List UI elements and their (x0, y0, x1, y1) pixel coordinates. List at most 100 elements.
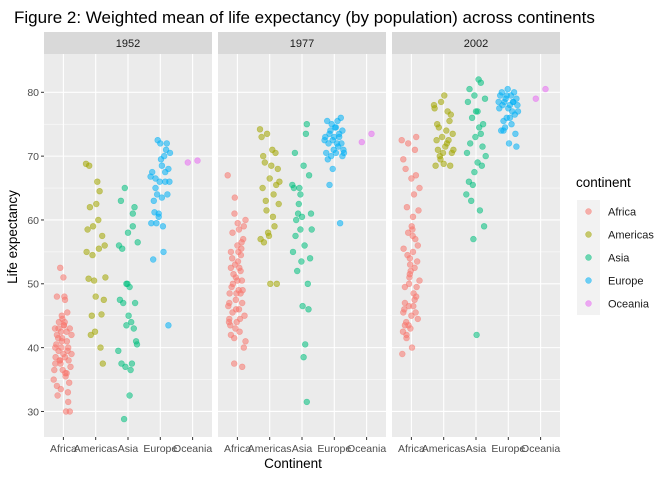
data-point (117, 197, 125, 205)
data-point (86, 204, 94, 211)
data-point (445, 137, 452, 144)
data-point (150, 197, 158, 205)
data-point (163, 140, 171, 147)
data-point (156, 178, 163, 185)
data-point (290, 184, 298, 192)
data-point (166, 149, 174, 157)
data-point (432, 162, 439, 169)
data-point (401, 306, 408, 313)
data-point (443, 127, 450, 134)
data-point (332, 149, 340, 157)
data-point (95, 216, 102, 224)
data-point (275, 200, 282, 208)
data-point (398, 137, 405, 144)
y-tick-label: 40 (27, 342, 39, 354)
data-point (468, 114, 476, 122)
data-point (338, 140, 345, 147)
data-point (414, 242, 421, 249)
data-point (92, 293, 99, 300)
data-point (100, 296, 108, 303)
y-tick-label: 30 (27, 406, 39, 418)
x-tick-label: Asia (118, 443, 139, 455)
data-point (476, 207, 484, 214)
chart-title: Figure 2: Weighted mean of life expectan… (14, 8, 595, 27)
data-point (64, 398, 72, 406)
data-point (472, 133, 479, 141)
data-point (480, 223, 488, 230)
data-point (447, 111, 454, 118)
data-point (232, 296, 240, 303)
data-point (300, 162, 307, 169)
data-point (405, 322, 412, 329)
data-point (336, 130, 343, 138)
data-point (506, 114, 514, 122)
data-point (194, 157, 201, 164)
legend-item-africa: Africa (577, 200, 637, 223)
data-point (302, 341, 309, 348)
data-point (152, 175, 159, 182)
data-point (505, 140, 513, 147)
data-point (292, 232, 299, 240)
data-point (408, 223, 415, 230)
data-point (159, 223, 167, 230)
data-point (305, 172, 313, 179)
data-point (512, 130, 519, 138)
data-point (231, 360, 238, 367)
x-tick-label: Asia (466, 443, 487, 455)
data-point (89, 251, 96, 259)
data-point (479, 143, 486, 150)
legend-key (585, 300, 592, 307)
data-point (158, 162, 166, 169)
data-point (84, 226, 91, 233)
data-point (53, 293, 61, 300)
data-point (470, 235, 477, 243)
data-point (102, 274, 109, 281)
data-point (226, 290, 233, 297)
data-point (268, 162, 275, 169)
data-point (60, 274, 67, 281)
data-point (297, 226, 304, 233)
data-point (416, 277, 423, 284)
data-point (260, 152, 267, 160)
data-point (415, 207, 422, 214)
data-point (242, 338, 249, 345)
data-point (149, 168, 156, 176)
data-point (128, 318, 135, 326)
data-point (227, 248, 235, 256)
data-point (337, 114, 344, 122)
data-point (402, 165, 409, 173)
data-point (274, 165, 281, 173)
data-point (324, 117, 331, 125)
data-point (477, 79, 484, 86)
data-point (128, 360, 136, 367)
data-point (440, 160, 447, 168)
data-point (463, 191, 470, 198)
data-point (339, 152, 346, 160)
data-point (129, 210, 137, 217)
x-tick-label: Americas (248, 443, 292, 455)
data-point (405, 280, 413, 287)
data-point (242, 216, 249, 224)
legend-label: Africa (608, 207, 637, 219)
y-tick-label: 80 (27, 87, 39, 99)
data-point (400, 245, 407, 252)
data-point (99, 360, 107, 367)
data-point (270, 191, 277, 198)
series-africa (398, 133, 423, 358)
series-europe (147, 137, 174, 329)
data-point (403, 334, 410, 342)
data-point (85, 275, 92, 282)
data-point (230, 271, 237, 278)
data-point (449, 130, 456, 138)
data-point (231, 334, 238, 342)
facet-strip (218, 32, 386, 54)
series-oceania (532, 85, 549, 102)
data-point (358, 138, 365, 146)
data-point (332, 124, 340, 131)
x-tick-label: Americas (422, 443, 466, 455)
data-point (305, 306, 312, 313)
data-point (304, 280, 311, 287)
data-point (83, 248, 90, 256)
data-point (224, 172, 231, 179)
